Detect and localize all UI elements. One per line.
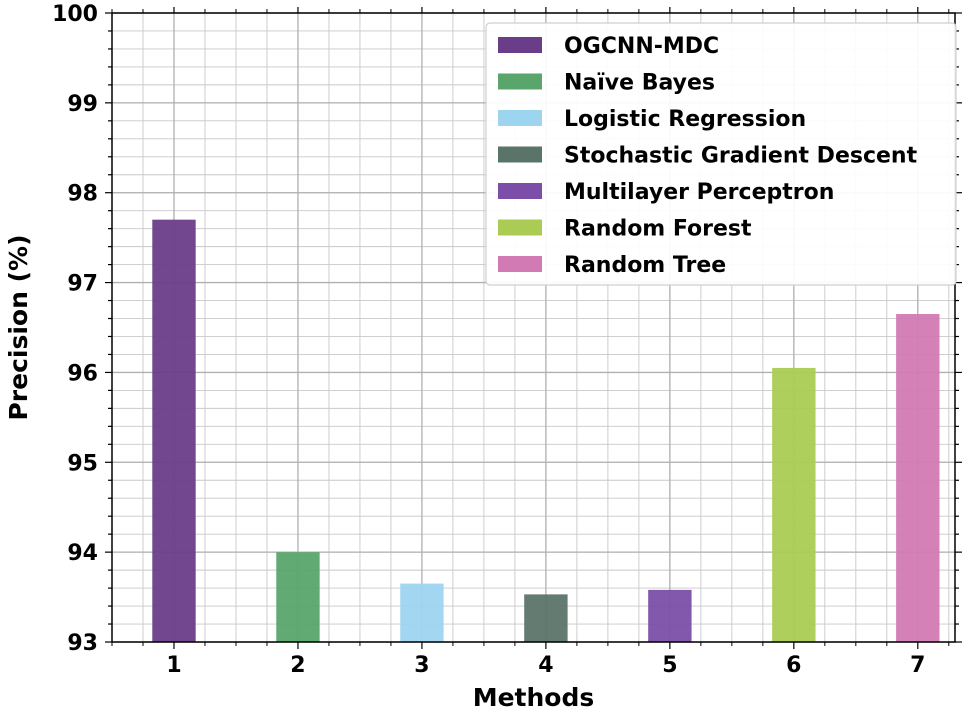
bar-1: [152, 219, 196, 642]
legend-swatch: [498, 183, 542, 199]
bars: [152, 219, 940, 642]
bar-6: [772, 367, 816, 642]
legend-label: Random Tree: [564, 253, 726, 278]
x-tick-label: 1: [166, 653, 181, 678]
bar-3: [400, 583, 444, 642]
legend-label: Random Forest: [564, 217, 752, 242]
x-tick-label: 4: [538, 653, 553, 678]
y-tick-label: 97: [67, 272, 98, 297]
legend-label: Multilayer Perceptron: [564, 180, 834, 205]
y-tick-label: 98: [67, 182, 98, 207]
legend-swatch: [498, 73, 542, 90]
legend-swatch: [498, 37, 542, 53]
legend-label: Logistic Regression: [564, 107, 806, 132]
y-tick-labels: 93 94 95 96 97 98 99 100: [52, 2, 98, 656]
x-tick-label: 6: [786, 653, 801, 678]
x-tick-label: 5: [662, 653, 677, 678]
x-axis-label: Methods: [473, 683, 595, 712]
bar-7: [896, 314, 940, 642]
x-tick-labels: 1 2 3 4 5 6 7: [166, 653, 925, 678]
y-tick-label: 94: [67, 541, 98, 566]
legend-label: OGCNN-MDC: [564, 34, 719, 59]
legend-swatch: [498, 219, 542, 236]
bar-4: [524, 594, 568, 642]
legend-swatch: [498, 110, 542, 126]
y-axis-label: Precision (%): [4, 234, 33, 420]
y-tick-label: 93: [67, 631, 98, 656]
legend-swatch: [498, 256, 542, 272]
legend-swatch: [498, 146, 542, 163]
plot-frame: [111, 12, 956, 643]
legend-label: Stochastic Gradient Descent: [564, 144, 918, 169]
legend-label: Naïve Bayes: [564, 71, 715, 96]
legend: OGCNN-MDC Naïve Bayes Logistic Regression S…: [485, 22, 957, 286]
bar-2: [276, 552, 320, 642]
bar-5: [648, 589, 692, 642]
y-tick-label: 100: [52, 2, 98, 27]
x-tick-label: 7: [910, 653, 925, 678]
legend-box: [485, 22, 957, 286]
y-tick-label: 96: [67, 361, 98, 386]
y-tick-label: 99: [67, 92, 98, 117]
x-tick-label: 3: [414, 653, 429, 678]
x-tick-label: 2: [290, 653, 305, 678]
y-tick-label: 95: [67, 451, 98, 476]
